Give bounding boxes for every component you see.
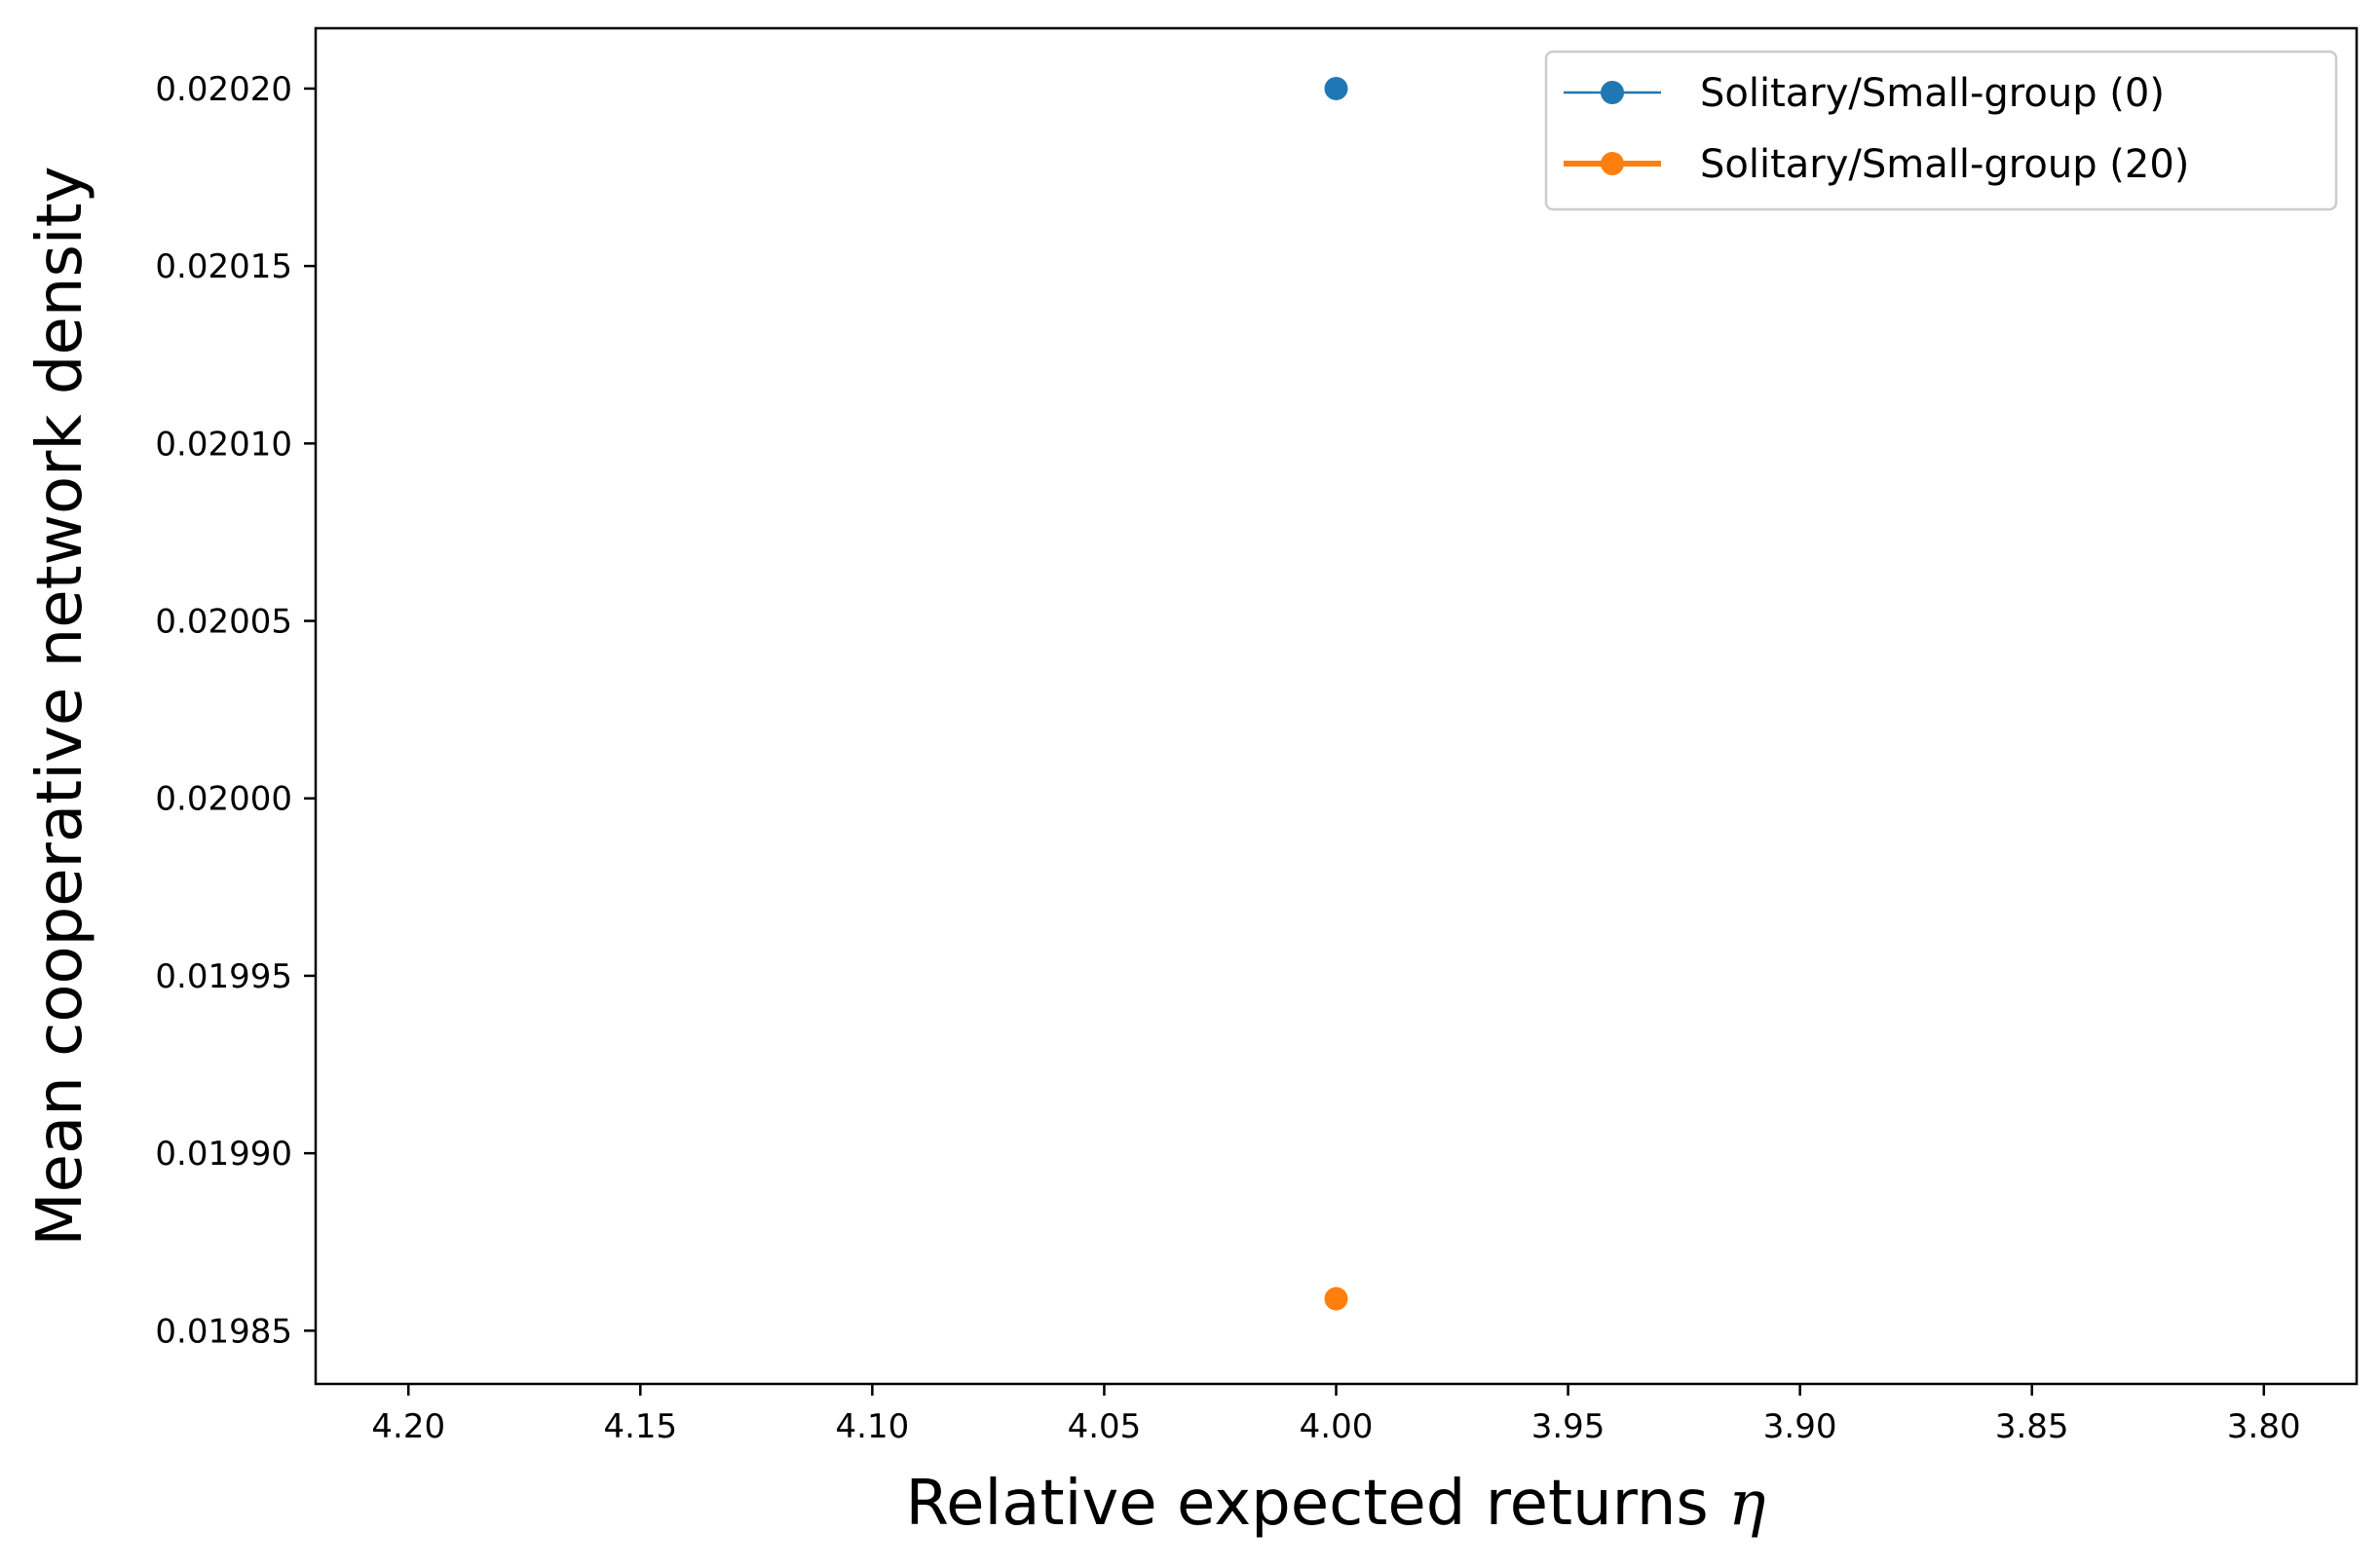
legend-label-1: Solitary/Small-group (20) xyxy=(1700,142,2189,187)
legend: Solitary/Small-group (0) Solitary/Small-… xyxy=(1544,50,2338,211)
y-tick-label: 0.01985 xyxy=(155,1312,292,1351)
y-tick-label: 0.02010 xyxy=(155,425,292,464)
legend-entry-1: Solitary/Small-group (20) xyxy=(1564,142,2189,187)
legend-box xyxy=(1544,50,2338,211)
legend-marker-1 xyxy=(1601,152,1624,175)
series-0-point xyxy=(1324,76,1348,100)
y-axis-ticks: 0.01985 0.01990 0.01995 0.02000 0.02005 0.020… xyxy=(155,70,316,1351)
x-tick-label: 3.95 xyxy=(1531,1407,1606,1446)
y-tick-label: 0.02015 xyxy=(155,247,292,286)
y-tick-label: 0.01990 xyxy=(155,1135,292,1174)
legend-entry-0: Solitary/Small-group (0) xyxy=(1564,71,2165,116)
x-tick-label: 3.90 xyxy=(1763,1407,1837,1446)
y-tick-label: 0.02005 xyxy=(155,603,292,642)
series-1-point xyxy=(1324,1287,1348,1311)
x-tick-label: 4.15 xyxy=(603,1407,677,1446)
legend-marker-0 xyxy=(1601,81,1624,104)
x-tick-label: 3.80 xyxy=(2227,1407,2301,1446)
plot-frame xyxy=(314,26,2359,1386)
x-tick-label: 4.00 xyxy=(1300,1407,1374,1446)
series-layer xyxy=(1324,76,1348,1311)
legend-label-0: Solitary/Small-group (0) xyxy=(1700,71,2165,116)
x-tick-label: 4.10 xyxy=(836,1407,910,1446)
x-axis-label: Relative expected returns η xyxy=(906,1468,1766,1540)
y-tick-label: 0.02000 xyxy=(155,780,292,819)
y-tick-label: 0.01995 xyxy=(155,957,292,996)
plot-background xyxy=(316,28,2357,1384)
y-axis-label: Mean cooperative network density xyxy=(24,166,96,1246)
x-axis-ticks: 4.20 4.15 4.10 4.05 4.00 3.95 3.90 3.85 3.80 xyxy=(371,1384,2301,1446)
y-tick-label: 0.02020 xyxy=(155,70,292,109)
x-tick-label: 4.05 xyxy=(1068,1407,1142,1446)
x-tick-label: 4.20 xyxy=(371,1407,445,1446)
x-tick-label: 3.85 xyxy=(1995,1407,2069,1446)
